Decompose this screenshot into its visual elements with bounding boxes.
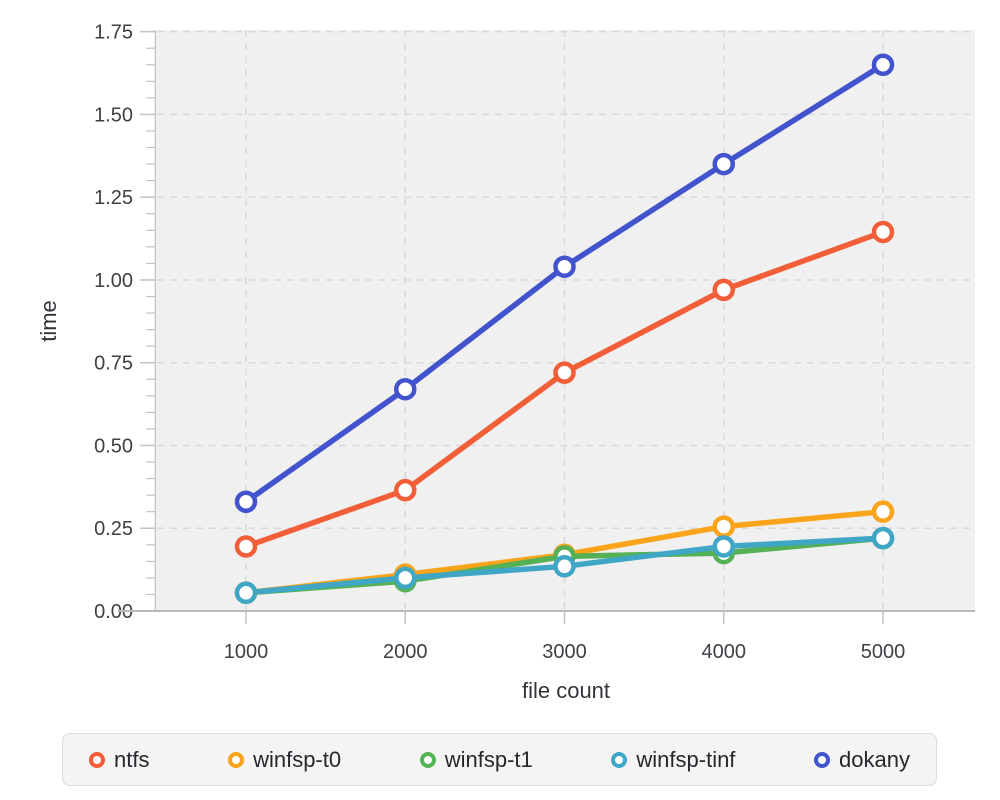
x-tick-label: 3000 bbox=[542, 641, 587, 663]
x-tick-label: 5000 bbox=[861, 641, 906, 663]
legend-label: winfsp-tinf bbox=[636, 746, 736, 772]
data-point-dokany bbox=[234, 490, 258, 514]
legend-label: dokany bbox=[839, 746, 910, 772]
legend-item-winfsp-t0: winfsp-t0 bbox=[228, 746, 342, 772]
legend-marker-winfsp-tinf bbox=[611, 751, 628, 768]
data-point-winfsp-t0 bbox=[712, 515, 735, 538]
x-tick-label: 1000 bbox=[224, 641, 269, 663]
legend-label: winfsp-t0 bbox=[253, 746, 342, 772]
legend-label: ntfs bbox=[114, 746, 150, 772]
plot-area bbox=[157, 30, 975, 611]
data-point-dokany bbox=[712, 152, 735, 176]
data-point-dokany bbox=[871, 53, 895, 77]
y-tick-label: 0.75 bbox=[94, 353, 133, 375]
legend-marker-winfsp-t0 bbox=[228, 751, 245, 768]
data-point-dokany bbox=[394, 377, 417, 401]
y-tick-label: 0.50 bbox=[94, 435, 133, 457]
y-tick-label: 1.25 bbox=[94, 187, 133, 209]
data-point-dokany bbox=[553, 255, 576, 278]
legend-item-dokany: dokany bbox=[814, 746, 910, 772]
x-tick-label: 4000 bbox=[702, 641, 747, 663]
y-tick-label: 0.00 bbox=[94, 601, 133, 623]
data-point-winfsp-tinf bbox=[553, 555, 576, 578]
data-point-ntfs bbox=[712, 278, 735, 302]
y-axis-title: time bbox=[36, 300, 61, 342]
data-point-winfsp-tinf bbox=[234, 581, 258, 605]
legend-marker-dokany bbox=[814, 751, 831, 768]
data-point-winfsp-tinf bbox=[394, 566, 417, 590]
x-tick-label: 2000 bbox=[383, 641, 428, 663]
legend-label: winfsp-t1 bbox=[444, 746, 533, 772]
line-chart: 0.00 0.25 0.50 0.75 1.00 1.25 1.50 1.75 1000 2000… bbox=[36, 22, 975, 703]
y-tick-label: 1.50 bbox=[94, 104, 133, 126]
legend-item-winfsp-t1: winfsp-t1 bbox=[419, 746, 533, 772]
data-point-ntfs bbox=[553, 361, 576, 384]
data-point-ntfs bbox=[871, 220, 895, 244]
legend-item-ntfs: ntfs bbox=[89, 746, 150, 772]
data-point-winfsp-t0 bbox=[871, 500, 895, 523]
data-point-ntfs bbox=[234, 535, 258, 558]
data-point-ntfs bbox=[394, 478, 417, 502]
x-axis-title: file count bbox=[522, 678, 610, 703]
legend-marker-winfsp-t1 bbox=[419, 751, 436, 768]
legend-item-winfsp-tinf: winfsp-tinf bbox=[611, 746, 736, 772]
legend-marker-ntfs bbox=[89, 751, 105, 768]
data-point-winfsp-tinf bbox=[712, 535, 735, 558]
data-point-winfsp-tinf bbox=[871, 526, 895, 550]
y-tick-label: 0.25 bbox=[94, 518, 133, 540]
y-tick-label: 1.00 bbox=[94, 270, 133, 292]
chart-legend: ntfs winfsp-t0 winfsp-t1 winfsp-tinf dokany bbox=[62, 733, 937, 786]
y-tick-label: 1.75 bbox=[94, 22, 133, 44]
